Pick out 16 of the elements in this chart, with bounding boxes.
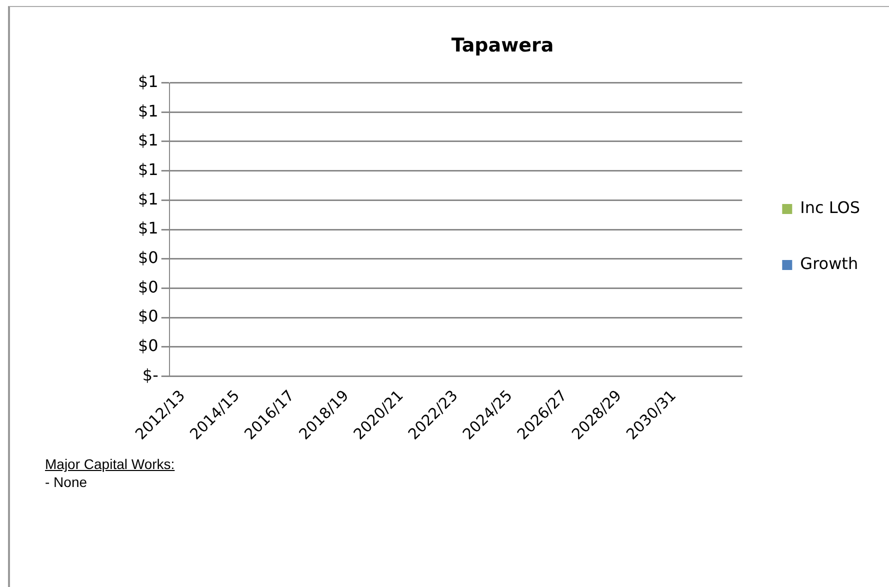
y-tick-label: $1 bbox=[138, 72, 158, 91]
y-tick-label: $- bbox=[142, 365, 158, 384]
text: - None bbox=[45, 473, 88, 491]
y-tick-label: $1 bbox=[138, 101, 158, 120]
legend-label: Inc LOS bbox=[800, 198, 860, 218]
y-tick-label: $0 bbox=[138, 306, 158, 326]
text: Major Capital Works: bbox=[45, 455, 175, 473]
y-tick-label: $0 bbox=[138, 277, 158, 296]
y-tick-label: $0 bbox=[138, 336, 158, 356]
y-tick-label: $1 bbox=[138, 218, 158, 238]
y-tick-label: $1 bbox=[138, 189, 158, 208]
y-tick-label: $1 bbox=[138, 130, 158, 150]
chart-title: Tapawera bbox=[451, 34, 554, 56]
y-tick-label: $1 bbox=[138, 160, 158, 179]
y-tick-label: $0 bbox=[138, 248, 158, 267]
legend-label: Growth bbox=[800, 254, 858, 274]
